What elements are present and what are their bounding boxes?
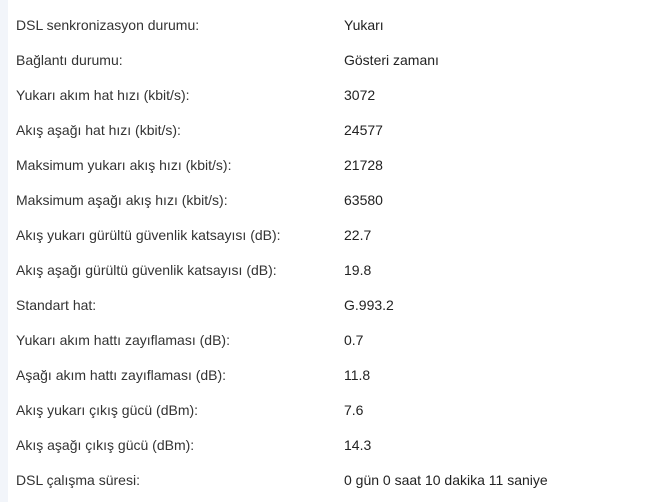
- info-label: Akış yukarı çıkış gücü (dBm):: [16, 402, 199, 418]
- info-value: 0.7: [344, 332, 364, 348]
- info-row: Akış aşağı hat hızı (kbit/s): 24577: [0, 113, 657, 148]
- info-row: Maksimum yukarı akış hızı (kbit/s): 21728: [0, 148, 657, 183]
- info-label: Bağlantı durumu:: [16, 52, 123, 68]
- info-label: Yukarı akım hat hızı (kbit/s):: [16, 87, 190, 103]
- info-row: Akış yukarı çıkış gücü (dBm): 7.6: [0, 393, 657, 428]
- info-row: Yukarı akım hat hızı (kbit/s): 3072: [0, 78, 657, 113]
- info-row: Yukarı akım hattı zayıflaması (dB): 0.7: [0, 323, 657, 358]
- info-value: 14.3: [344, 437, 372, 453]
- info-label: Akış aşağı çıkış gücü (dBm):: [16, 437, 195, 453]
- sidebar-edge: [0, 0, 8, 502]
- info-value: 11.8: [344, 367, 371, 383]
- info-row: Akış yukarı gürültü güvenlik katsayısı (…: [0, 218, 657, 253]
- info-label: Akış yukarı gürültü güvenlik katsayısı (…: [16, 227, 281, 243]
- info-value: 19.8: [344, 262, 372, 278]
- info-label: Akış aşağı gürültü güvenlik katsayısı (d…: [16, 262, 277, 278]
- info-label: Akış aşağı hat hızı (kbit/s):: [16, 122, 181, 138]
- info-label: Maksimum yukarı akış hızı (kbit/s):: [16, 157, 232, 173]
- info-row: Standart hat: G.993.2: [0, 288, 657, 323]
- info-value: 24577: [344, 122, 383, 138]
- info-value: 63580: [344, 192, 383, 208]
- info-value: 22.7: [344, 227, 372, 243]
- info-row: Maksimum aşağı akış hızı (kbit/s): 63580: [0, 183, 657, 218]
- info-label: DSL senkronizasyon durumu:: [16, 17, 200, 33]
- info-label: DSL çalışma süresi:: [16, 472, 140, 488]
- info-label: Aşağı akım hattı zayıflaması (dB):: [16, 367, 227, 383]
- dsl-info-list: DSL senkronizasyon durumu: Yukarı Bağlantı…: [0, 8, 657, 498]
- info-value: 7.6: [344, 402, 364, 418]
- info-value: 0 gün 0 saat 10 dakika 11 saniye: [344, 472, 548, 488]
- info-row: Aşağı akım hattı zayıflaması (dB): 11.8: [0, 358, 657, 393]
- info-value: G.993.2: [344, 297, 394, 313]
- info-label: Yukarı akım hattı zayıflaması (dB):: [16, 332, 230, 348]
- info-row: DSL çalışma süresi: 0 gün 0 saat 10 dakik…: [0, 463, 657, 498]
- info-row: DSL senkronizasyon durumu: Yukarı: [0, 8, 657, 43]
- info-label: Maksimum aşağı akış hızı (kbit/s):: [16, 192, 228, 208]
- info-label: Standart hat:: [16, 297, 97, 313]
- info-value: 3072: [344, 87, 376, 103]
- info-value: 21728: [344, 157, 383, 173]
- info-value: Yukarı: [344, 17, 384, 33]
- info-row: Bağlantı durumu: Gösteri zamanı: [0, 43, 657, 78]
- info-row: Akış aşağı gürültü güvenlik katsayısı (d…: [0, 253, 657, 288]
- info-value: Gösteri zamanı: [344, 52, 439, 68]
- info-row: Akış aşağı çıkış gücü (dBm): 14.3: [0, 428, 657, 463]
